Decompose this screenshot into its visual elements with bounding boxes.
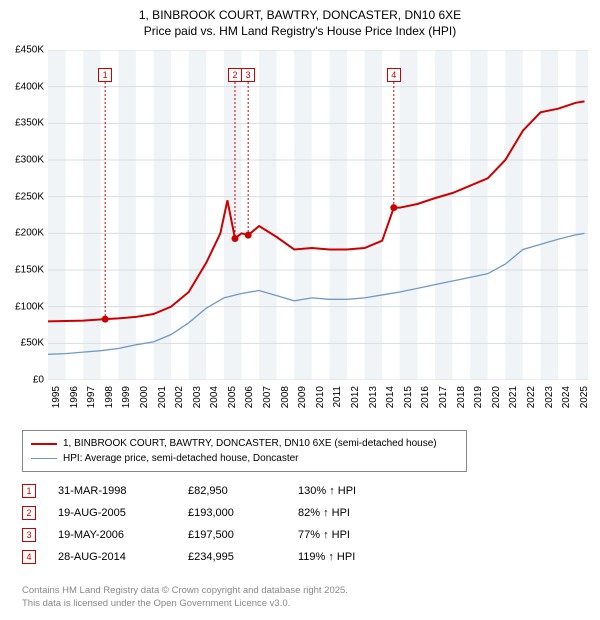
x-tick-label: 2025 bbox=[579, 386, 590, 408]
sale-date: 19-AUG-2005 bbox=[58, 507, 188, 519]
y-tick-label: £0 bbox=[33, 375, 44, 386]
footer-line-2: This data is licensed under the Open Gov… bbox=[22, 598, 348, 610]
legend-label: 1, BINBROOK COURT, BAWTRY, DONCASTER, DN… bbox=[63, 436, 437, 451]
y-tick-label: £200K bbox=[15, 228, 44, 239]
x-tick-label: 2007 bbox=[262, 386, 273, 408]
x-tick-label: 2015 bbox=[403, 386, 414, 408]
x-tick-label: 2002 bbox=[174, 386, 185, 408]
chart-plot-area: 1 23 4 bbox=[48, 50, 588, 380]
y-tick-label: £300K bbox=[15, 155, 44, 166]
sale-price: £193,000 bbox=[188, 507, 298, 519]
x-tick-label: 2017 bbox=[438, 386, 449, 408]
x-tick-label: 2004 bbox=[209, 386, 220, 408]
x-tick-label: 1998 bbox=[104, 386, 115, 408]
sale-marker-box: 4 bbox=[22, 550, 36, 564]
x-tick-label: 2013 bbox=[368, 386, 379, 408]
legend-swatch bbox=[31, 443, 57, 445]
x-tick-label: 2018 bbox=[456, 386, 467, 408]
x-tick-label: 2021 bbox=[508, 386, 519, 408]
x-tick-label: 1995 bbox=[51, 386, 62, 408]
x-tick-label: 2006 bbox=[244, 386, 255, 408]
x-tick-label: 2008 bbox=[280, 386, 291, 408]
x-tick-label: 2011 bbox=[332, 386, 343, 408]
footer-line-1: Contains HM Land Registry data © Crown c… bbox=[22, 585, 348, 597]
sale-marker-4: 4 bbox=[387, 68, 401, 82]
x-tick-label: 1996 bbox=[69, 386, 80, 408]
y-tick-label: £150K bbox=[15, 265, 44, 276]
chart-container: 1, BINBROOK COURT, BAWTRY, DONCASTER, DN… bbox=[0, 0, 600, 620]
x-tick-label: 2023 bbox=[544, 386, 555, 408]
legend: 1, BINBROOK COURT, BAWTRY, DONCASTER, DN… bbox=[22, 430, 467, 472]
legend-item: HPI: Average price, semi-detached house,… bbox=[31, 451, 458, 466]
x-tick-label: 2009 bbox=[297, 386, 308, 408]
sale-date: 31-MAR-1998 bbox=[58, 485, 188, 497]
chart-svg bbox=[48, 50, 588, 380]
title-block: 1, BINBROOK COURT, BAWTRY, DONCASTER, DN… bbox=[0, 0, 600, 39]
x-tick-label: 2024 bbox=[561, 386, 572, 408]
x-tick-label: 2003 bbox=[192, 386, 203, 408]
sale-marker-3: 3 bbox=[241, 68, 255, 82]
y-tick-label: £100K bbox=[15, 301, 44, 312]
y-tick-label: £250K bbox=[15, 191, 44, 202]
sale-price: £197,500 bbox=[188, 529, 298, 541]
sales-row: 4 28-AUG-2014£234,995119% ↑ HPI bbox=[22, 546, 398, 568]
y-axis: £0£50K£100K£150K£200K£250K£300K£350K£400… bbox=[0, 50, 48, 380]
title-line-2: Price paid vs. HM Land Registry's House … bbox=[0, 24, 600, 40]
sale-delta: 77% ↑ HPI bbox=[298, 529, 398, 541]
sale-date: 28-AUG-2014 bbox=[58, 551, 188, 563]
sale-marker-box: 3 bbox=[22, 528, 36, 542]
x-axis: 1995 1996 1997 1998 1999 2000 2001 2002 2003 2004… bbox=[48, 382, 588, 422]
legend-item: 1, BINBROOK COURT, BAWTRY, DONCASTER, DN… bbox=[31, 436, 458, 451]
sale-marker-2: 2 bbox=[228, 68, 242, 82]
sale-delta: 82% ↑ HPI bbox=[298, 507, 398, 519]
sale-marker-1: 1 bbox=[98, 68, 112, 82]
sale-price: £82,950 bbox=[188, 485, 298, 497]
sale-marker-box: 2 bbox=[22, 506, 36, 520]
x-tick-label: 2016 bbox=[420, 386, 431, 408]
y-tick-label: £450K bbox=[15, 45, 44, 56]
x-tick-label: 2014 bbox=[385, 386, 396, 408]
sale-marker-box: 1 bbox=[22, 484, 36, 498]
title-line-1: 1, BINBROOK COURT, BAWTRY, DONCASTER, DN… bbox=[0, 8, 600, 24]
legend-swatch bbox=[31, 458, 57, 459]
sale-delta: 119% ↑ HPI bbox=[298, 551, 398, 563]
sales-row: 3 19-MAY-2006£197,50077% ↑ HPI bbox=[22, 524, 398, 546]
footer-attribution: Contains HM Land Registry data © Crown c… bbox=[22, 585, 348, 610]
sales-row: 2 19-AUG-2005£193,00082% ↑ HPI bbox=[22, 502, 398, 524]
y-tick-label: £400K bbox=[15, 81, 44, 92]
legend-label: HPI: Average price, semi-detached house,… bbox=[63, 451, 299, 466]
x-tick-label: 2022 bbox=[526, 386, 537, 408]
x-tick-label: 1999 bbox=[121, 386, 132, 408]
x-tick-label: 2005 bbox=[227, 386, 238, 408]
sales-row: 1 31-MAR-1998£82,950130% ↑ HPI bbox=[22, 480, 398, 502]
sales-table: 1 31-MAR-1998£82,950130% ↑ HPI 2 19-AUG-200… bbox=[22, 480, 398, 568]
x-tick-label: 1997 bbox=[86, 386, 97, 408]
x-tick-label: 2012 bbox=[350, 386, 361, 408]
x-tick-label: 2001 bbox=[157, 386, 168, 408]
y-tick-label: £50K bbox=[21, 338, 44, 349]
x-tick-label: 2020 bbox=[491, 386, 502, 408]
y-tick-label: £350K bbox=[15, 118, 44, 129]
sale-date: 19-MAY-2006 bbox=[58, 529, 188, 541]
sale-price: £234,995 bbox=[188, 551, 298, 563]
x-tick-label: 2000 bbox=[139, 386, 150, 408]
x-tick-label: 2010 bbox=[315, 386, 326, 408]
x-tick-label: 2019 bbox=[473, 386, 484, 408]
sale-delta: 130% ↑ HPI bbox=[298, 485, 398, 497]
